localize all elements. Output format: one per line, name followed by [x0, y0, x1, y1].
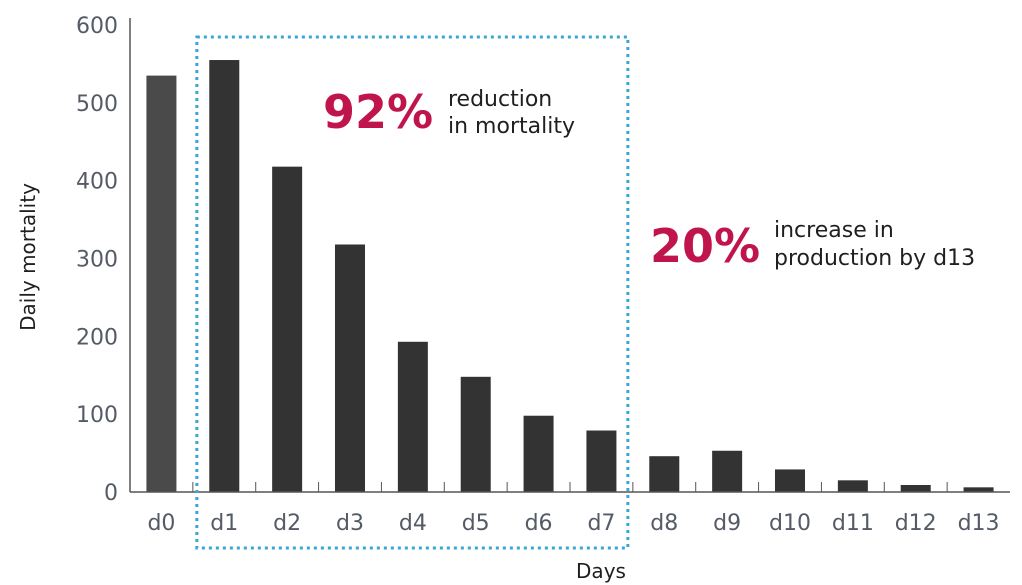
x-tick-d10: d10: [769, 511, 811, 536]
annotation-production-line1: increase in: [774, 218, 894, 243]
x-tick-d2: d2: [273, 511, 301, 536]
bar-d10: [775, 469, 805, 492]
y-tick-400: 400: [76, 170, 118, 195]
y-tick-500: 500: [76, 92, 118, 117]
bar-d9: [712, 450, 743, 492]
bar-d3: [335, 244, 365, 492]
annotation-production: 20% increase in production by d13: [650, 218, 975, 273]
x-tick-d11: d11: [832, 511, 874, 536]
bar-d2: [272, 166, 303, 492]
x-tick-d12: d12: [895, 511, 937, 536]
x-tick-d8: d8: [650, 511, 678, 536]
x-axis-title: Days: [576, 559, 626, 583]
annotation-mortality: 92% reduction in mortality: [323, 85, 575, 139]
annotation-production-line2: production by d13: [774, 246, 975, 271]
bars: [146, 60, 994, 493]
bar-d6: [523, 415, 554, 492]
bar-d12: [900, 484, 931, 492]
bar-d11: [837, 480, 868, 492]
x-tick-d13: d13: [958, 511, 1000, 536]
y-tick-200: 200: [76, 325, 118, 350]
x-tick-d1: d1: [210, 511, 238, 536]
y-tick-300: 300: [76, 248, 118, 273]
x-tick-d3: d3: [336, 511, 364, 536]
bar-d5: [460, 376, 491, 492]
x-tick-d0: d0: [147, 511, 175, 536]
annotation-mortality-value: 92%: [323, 85, 433, 139]
bar-d0: [146, 75, 177, 492]
y-tick-0: 0: [104, 481, 118, 506]
annotation-mortality-line1: reduction: [448, 87, 552, 112]
x-tick-d9: d9: [713, 511, 741, 536]
x-tick-marks: [192, 482, 948, 492]
bar-d13: [963, 487, 994, 492]
x-tick-d6: d6: [525, 511, 553, 536]
y-tick-100: 100: [76, 403, 118, 428]
x-tick-labels: d0 d1 d2 d3 d4 d5 d6 d7 d8 d9 d10 d11 d12 d13: [147, 511, 999, 536]
y-axis-title: Daily mortality: [16, 183, 40, 331]
highlight-box: [195, 35, 630, 550]
y-tick-600: 600: [76, 14, 118, 39]
bar-d7: [586, 430, 617, 492]
annotation-mortality-line2: in mortality: [448, 114, 575, 139]
y-tick-labels: 0 100 200 300 400 500 600: [76, 14, 118, 506]
x-tick-d7: d7: [587, 511, 615, 536]
x-tick-d4: d4: [399, 511, 427, 536]
bar-d8: [649, 456, 680, 492]
bar-d1: [209, 60, 240, 493]
bar-d4: [397, 341, 428, 492]
x-tick-d5: d5: [462, 511, 490, 536]
annotation-production-value: 20%: [650, 219, 760, 273]
